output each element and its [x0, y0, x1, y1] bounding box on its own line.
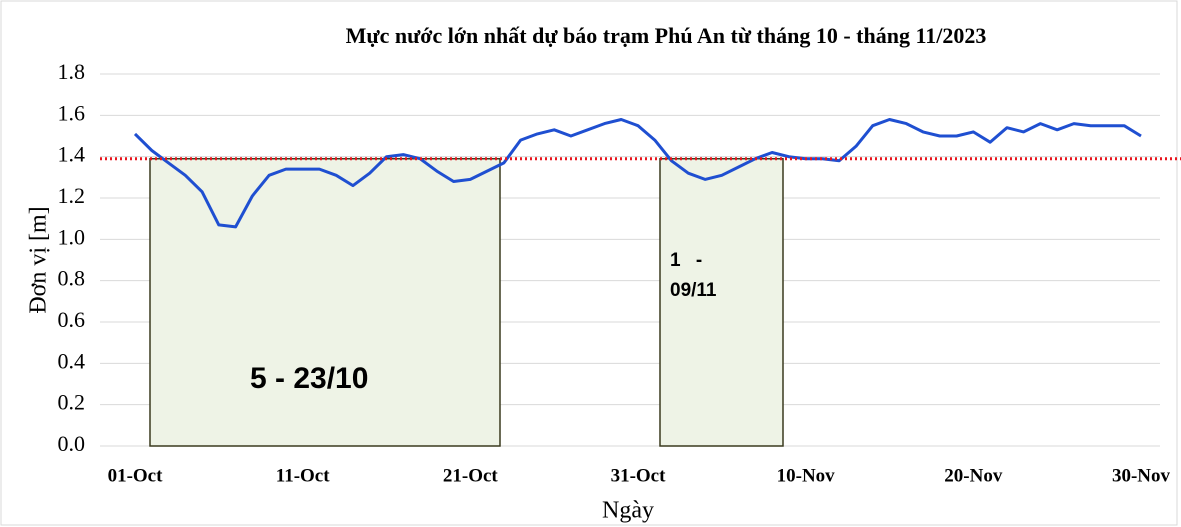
x-tick-label: 10-Nov: [777, 465, 836, 486]
annotation: 5 - 23/10: [250, 362, 369, 395]
y-tick-label: 1.8: [58, 59, 86, 84]
x-axis-label: Ngày: [602, 498, 654, 524]
x-tick-label: 30-Nov: [1112, 465, 1171, 486]
y-tick-label: 1.0: [58, 224, 86, 249]
period-box: [659, 157, 784, 447]
y-tick-label: 1.6: [58, 100, 86, 125]
y-tick-label: 0.2: [58, 390, 86, 415]
x-tick-label: 20-Nov: [944, 465, 1003, 486]
y-tick-label: 1.4: [58, 142, 86, 167]
y-tick-label: 0.6: [58, 307, 86, 332]
y-tick-label: 0.0: [58, 431, 86, 456]
x-tick-label: 21-Oct: [443, 465, 499, 486]
period-box: [149, 157, 501, 447]
y-tick-label: 0.8: [58, 266, 86, 291]
annotation: 1 - 09/11: [670, 250, 717, 301]
x-tick-label: 01-Oct: [108, 465, 164, 486]
chart-title: Mực nước lớn nhất dự báo trạm Phú An từ …: [346, 23, 987, 48]
y-axis-label: Đơn vị [m]: [26, 206, 52, 313]
x-tick-label: 11-Oct: [276, 465, 330, 486]
x-tick-label: 31-Oct: [611, 465, 667, 486]
y-tick-label: 1.2: [58, 183, 86, 208]
data-line: [133, 118, 1142, 229]
y-tick-label: 0.4: [58, 348, 86, 373]
